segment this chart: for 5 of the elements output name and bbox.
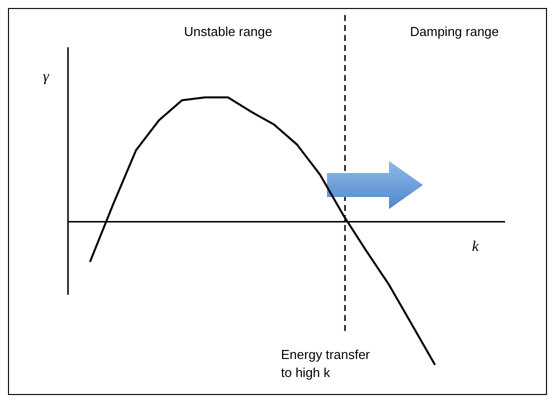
text: Damping range xyxy=(410,24,499,39)
y-axis-title: γ xyxy=(43,69,50,85)
x-axis-title: k xyxy=(472,239,479,255)
text: Unstable range xyxy=(184,24,272,39)
annotation: Energy transfer to high k xyxy=(281,347,371,380)
